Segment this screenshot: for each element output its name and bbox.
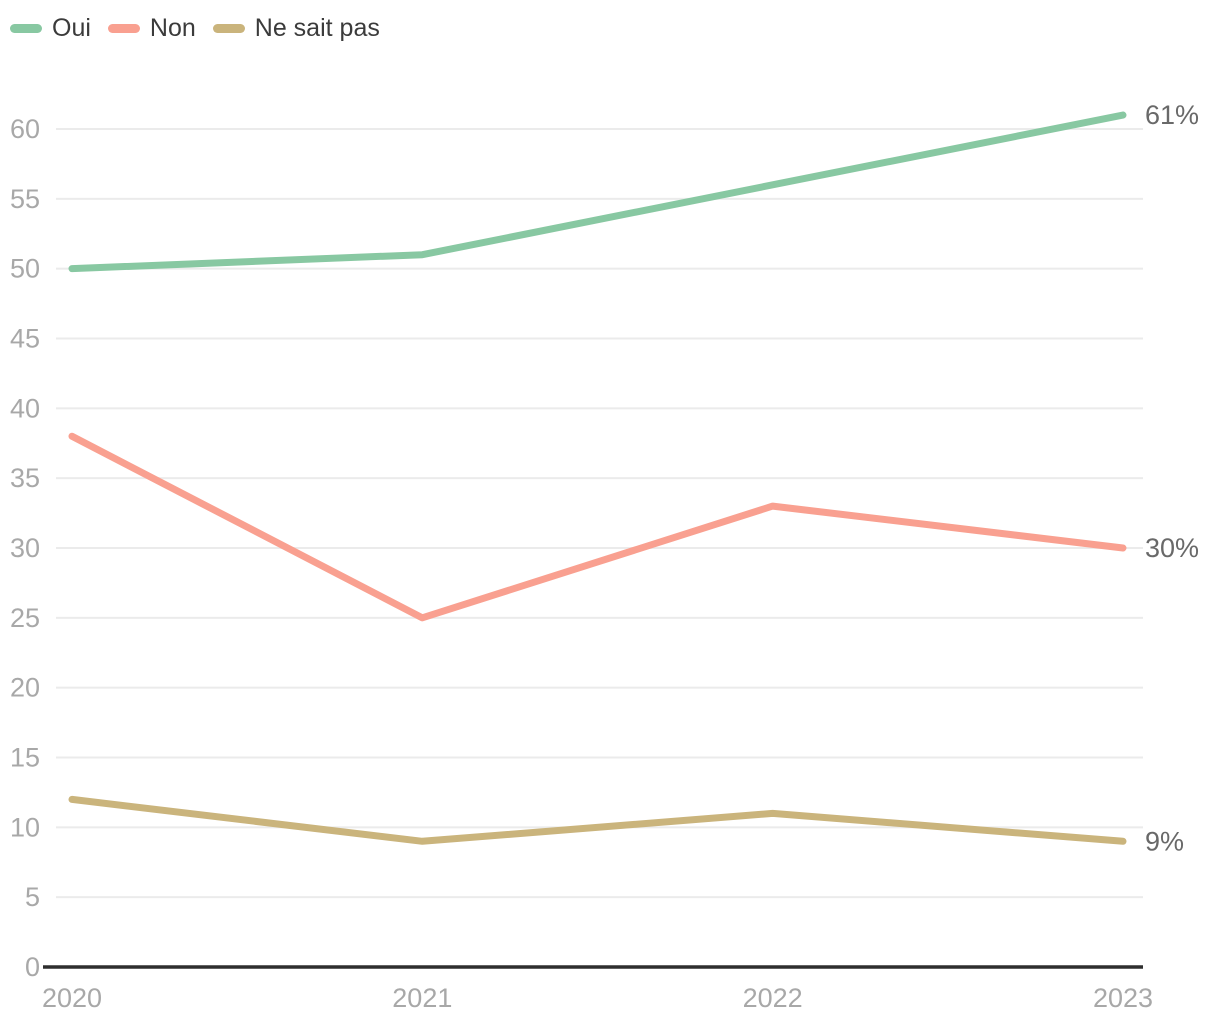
y-tick-label: 25 — [10, 603, 40, 633]
y-tick-label: 35 — [10, 463, 40, 493]
y-tick-label: 5 — [25, 882, 40, 912]
legend-item-non: Non — [107, 14, 196, 42]
y-tick-label: 15 — [10, 742, 40, 772]
y-tick-label: 20 — [10, 673, 40, 703]
y-tick-label: 0 — [25, 952, 40, 982]
legend-item-oui: Oui — [10, 16, 91, 41]
legend-label-oui: Oui — [52, 14, 91, 42]
y-tick-label: 10 — [10, 812, 40, 842]
y-tick-label: 45 — [10, 323, 40, 353]
chart-legend: Oui Non Ne sait pas — [10, 16, 380, 41]
legend-swatch-ne-sait-pas — [212, 24, 245, 33]
series-line-oui — [68, 111, 1127, 273]
series-end-label-non: 30% — [1145, 533, 1199, 563]
y-tick-label: 50 — [10, 254, 40, 284]
series-line-non — [68, 432, 1127, 622]
series-line-ne-sait-pas — [68, 795, 1127, 845]
y-tick-label: 55 — [10, 184, 40, 214]
y-tick-label: 30 — [10, 533, 40, 563]
legend-swatch-oui — [10, 24, 42, 33]
series-end-label-oui: 61% — [1145, 100, 1199, 130]
y-tick-label: 60 — [10, 114, 40, 144]
x-tick-label: 2020 — [42, 983, 102, 1013]
legend-item-ne-sait-pas: Ne sait pas — [212, 14, 380, 42]
x-tick-label: 2022 — [743, 983, 803, 1013]
x-tick-label: 2021 — [392, 983, 452, 1013]
legend-swatch-non — [107, 24, 140, 33]
y-tick-label: 40 — [10, 393, 40, 423]
legend-label-non: Non — [149, 14, 196, 42]
series-end-label-ne-sait-pas: 9% — [1145, 826, 1184, 856]
x-tick-label: 2023 — [1093, 983, 1153, 1013]
legend-label-ne-sait-pas: Ne sait pas — [254, 14, 380, 42]
